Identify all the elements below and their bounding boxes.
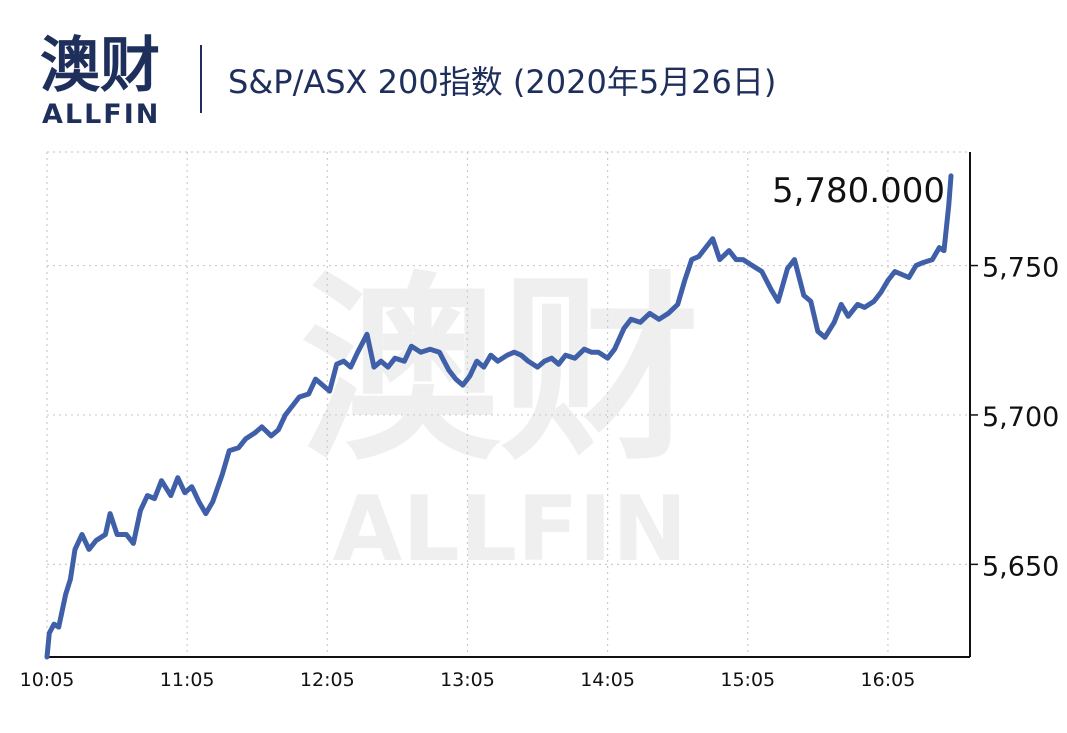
logo-english: ALLFIN <box>42 99 161 130</box>
watermark-en: ALLFIN <box>333 477 688 582</box>
header: 澳财 ALLFIN S&P/ASX 200指数 (2020年5月26日) <box>0 0 1067 145</box>
x-tick-label: 15:05 <box>720 669 775 691</box>
logo-chinese: 澳财 <box>40 31 160 101</box>
x-tick-label: 14:05 <box>580 669 635 691</box>
x-tick-label: 10:05 <box>20 669 75 691</box>
axes <box>47 152 971 658</box>
y-tick-label: 5,700 <box>982 402 1059 433</box>
y-tick-label: 5,750 <box>982 253 1059 284</box>
x-tick-label: 12:05 <box>300 669 355 691</box>
series-line <box>44 173 954 660</box>
y-tick-label: 5,650 <box>982 551 1059 582</box>
last-value-label: 5,780.000 <box>772 171 945 211</box>
watermark-cn: 澳财 <box>300 255 700 488</box>
header-divider <box>200 45 202 113</box>
x-tick-label: 11:05 <box>160 669 215 691</box>
x-tick-label: 13:05 <box>440 669 495 691</box>
watermark: 澳财 ALLFIN <box>300 255 700 582</box>
x-tick-label: 16:05 <box>861 669 916 691</box>
gridlines <box>46 151 970 657</box>
y-axis-ticks: 5,650 5,700 5,750 <box>970 253 1059 582</box>
x-axis-ticks: 10:05 11:05 12:05 13:05 14:05 15:05 16:05 <box>20 669 916 691</box>
chart-title: S&P/ASX 200指数 (2020年5月26日) <box>228 63 777 101</box>
